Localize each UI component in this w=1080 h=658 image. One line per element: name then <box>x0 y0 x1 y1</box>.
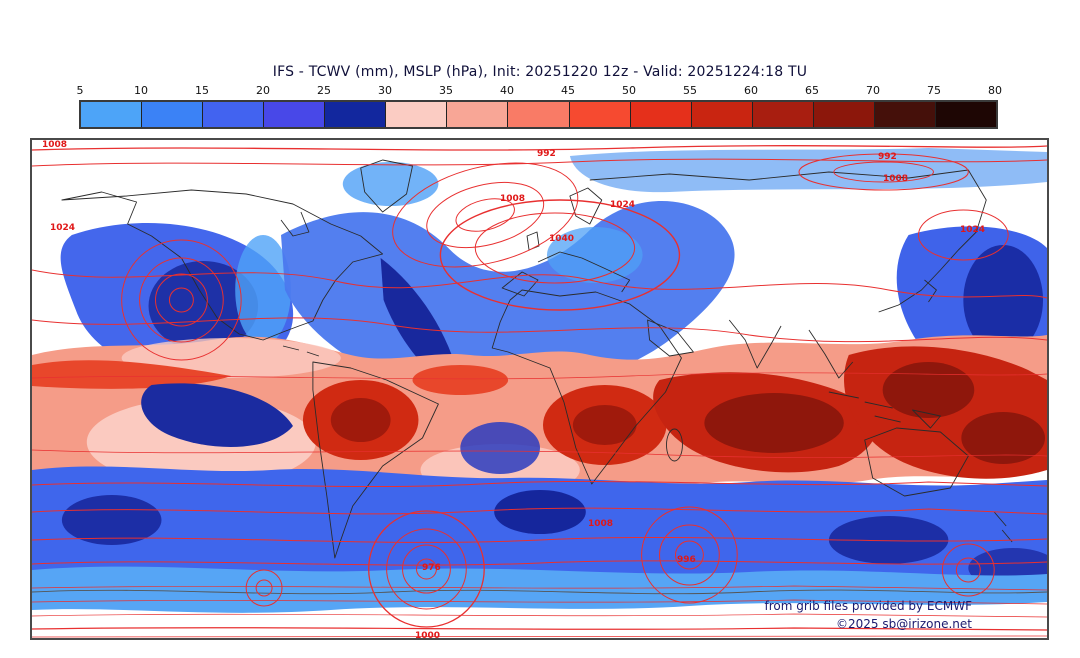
colorbar-tick-label: 75 <box>927 84 941 97</box>
colorbar-segment <box>142 102 204 127</box>
mslp-contour-label: 1024 <box>610 200 636 210</box>
colorbar-segment <box>81 102 143 127</box>
attribution-copyright: ©2025 sb@irizone.net <box>836 617 972 631</box>
colorbar-segment <box>264 102 326 127</box>
colorbar-tick-label: 30 <box>378 84 392 97</box>
colorbar-tick-label: 15 <box>195 84 209 97</box>
colorbar-segment <box>569 102 631 127</box>
map-area: from grib files provided by ECMWF ©2025 … <box>30 138 1049 641</box>
mslp-contour-label: 1008 <box>42 140 68 150</box>
colorbar-segment <box>386 102 448 127</box>
colorbar-segment <box>752 102 814 127</box>
mslp-contour-label: 1040 <box>549 234 575 244</box>
mslp-contour-label: 1024 <box>960 225 986 235</box>
attribution-source: from grib files provided by ECMWF <box>764 599 972 613</box>
colorbar-segment <box>630 102 692 127</box>
colorbar-tick-label: 35 <box>439 84 453 97</box>
colorbar-tick-label: 65 <box>805 84 819 97</box>
coastlines <box>32 159 1047 595</box>
colorbar-tick-label: 70 <box>866 84 880 97</box>
mslp-contour-label: 1008 <box>883 174 909 184</box>
colorbar-tick-label: 80 <box>988 84 1002 97</box>
colorbar-tick-label: 5 <box>76 84 84 97</box>
colorbar-tick-label: 45 <box>561 84 575 97</box>
colorbar-tick-label: 20 <box>256 84 270 97</box>
mslp-contour-label: 1024 <box>50 223 76 233</box>
colorbar-tick-label: 10 <box>134 84 148 97</box>
colorbar-tick-label: 55 <box>683 84 697 97</box>
tcwv-shading <box>32 148 1047 613</box>
mslp-contours <box>32 145 1047 638</box>
world-weather-map <box>32 145 1047 638</box>
mslp-contour-label: 992 <box>878 152 897 162</box>
colorbar-segment <box>691 102 753 127</box>
mslp-contour-label: 992 <box>537 149 556 159</box>
colorbar-segment <box>325 102 387 127</box>
colorbar-tick-label: 50 <box>622 84 636 97</box>
colorbar-ticks: 5 10 15 20 25 30 35 40 45 50 55 60 65 70 75 80 <box>0 84 1080 98</box>
mslp-contour-label: 1000 <box>415 631 441 641</box>
colorbar-segment <box>447 102 509 127</box>
colorbar-segment <box>874 102 936 127</box>
chart-title: IFS - TCWV (mm), MSLP (hPa), Init: 20251… <box>272 64 808 80</box>
colorbar-segment <box>203 102 265 127</box>
mslp-contour-label: 1008 <box>588 519 614 529</box>
colorbar-segment <box>813 102 875 127</box>
colorbar-segment <box>508 102 570 127</box>
mslp-contour-label: 1008 <box>500 194 526 204</box>
colorbar-segments <box>79 100 998 129</box>
mslp-contour-label: 996 <box>677 555 696 565</box>
colorbar-tick-label: 40 <box>500 84 514 97</box>
mslp-contour-label: 976 <box>422 563 441 573</box>
colorbar-tick-label: 25 <box>317 84 331 97</box>
colorbar-tick-label: 60 <box>744 84 758 97</box>
colorbar-segment <box>935 102 996 127</box>
